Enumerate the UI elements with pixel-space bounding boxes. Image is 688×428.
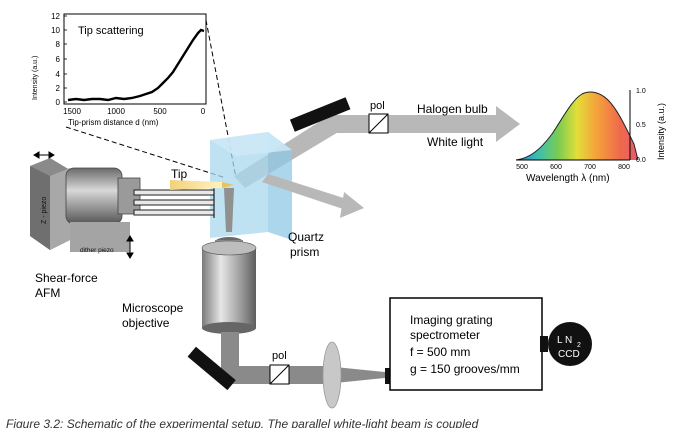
inset-y-tick: 2 [56, 84, 61, 93]
quartz-prism [210, 132, 292, 240]
microscope-label-1: Microscope [122, 301, 184, 315]
top-mirror [289, 97, 351, 132]
spectrum-x-tick: 800 [618, 164, 630, 171]
shear-force-label-2: AFM [35, 286, 60, 300]
pol-top-label: pol [370, 100, 385, 112]
figure-caption: Figure 3.2: Schematic of the experimenta… [6, 417, 479, 428]
spectrum-x-ticks: 500 600 700 800 [516, 164, 630, 171]
afm-head: Z - piezo dither piezo [30, 158, 234, 254]
spectrum-y-tick: 1.0 [636, 88, 646, 95]
microscope-label-2: objective [122, 316, 170, 330]
motion-arrows [33, 151, 134, 259]
bottom-mirror [187, 346, 236, 391]
inset-x-tick: 0 [201, 107, 206, 116]
ccd-detector: L N 2 CCD [540, 322, 592, 366]
inset-plot-curve [67, 28, 205, 102]
spectrometer-label-2: spectrometer [410, 328, 480, 342]
quartz-label-1: Quartz [288, 230, 324, 244]
detection-beam [221, 332, 385, 384]
spectrum-y-tick: 0.0 [636, 157, 646, 164]
inset-y-tick: 8 [56, 40, 61, 49]
focusing-lens [322, 341, 342, 409]
spectrum-x-tick: 700 [584, 164, 596, 171]
ccd-label: CCD [558, 349, 580, 360]
spectrometer-label-1: Imaging grating [410, 313, 493, 327]
spectrometer-box: Imaging grating spectrometer f = 500 mm … [389, 297, 543, 391]
spectrum-curve [515, 91, 639, 161]
spectrometer-slit [385, 368, 390, 384]
polarizer-top [368, 113, 389, 134]
tip-label: Tip [171, 167, 188, 181]
spectrum-ylabel: Intensity (a.u.) [656, 103, 666, 160]
inset-y-tick: 10 [51, 26, 60, 35]
microscope-objective [201, 237, 257, 334]
inset-plot-xlabel: Tip-prism distance d (nm) [68, 118, 159, 127]
spectrum-y-ticks: 0.0 0.5 1.0 [636, 88, 646, 164]
spectrum-xlabel: Wavelength λ (nm) [526, 173, 610, 184]
z-piezo-label: Z - piezo [41, 197, 48, 224]
scattered-light-cone [224, 188, 234, 232]
inset-x-tick: 1500 [63, 107, 81, 116]
spectrometer-label-4: g = 150 grooves/mm [410, 362, 520, 376]
dither-piezo-label: dither piezo [80, 247, 114, 254]
spectrometer-label-3: f = 500 mm [410, 345, 470, 359]
inset-y-tick: 6 [56, 55, 61, 64]
spectrum-y-tick: 0.5 [636, 122, 646, 129]
inset-plot-title: Tip scattering [78, 25, 144, 37]
tip [170, 180, 222, 190]
inset-plot: Tip scattering Intensity (a.u.) 0 2 4 6 … [32, 12, 207, 127]
inset-y-tick: 12 [51, 12, 60, 21]
transmitted-beam [262, 174, 364, 218]
quartz-label-2: prism [290, 245, 319, 259]
inset-plot-ylabel: Intensity (a.u.) [32, 56, 39, 100]
pol-bottom-label: pol [272, 350, 287, 362]
shear-force-label-1: Shear-force [35, 271, 98, 285]
spectrum-x-tick: 500 [516, 164, 528, 171]
inset-x-tick: 500 [153, 107, 167, 116]
inset-y-ticks: 0 2 4 6 8 10 12 [51, 12, 60, 107]
inset-x-tick: 1000 [107, 107, 125, 116]
ccd-ln-label: L N [557, 335, 572, 346]
spectrum-plot: 0.0 0.5 1.0 Intensity (a.u.) 500 600 700… [515, 88, 666, 184]
halogen-label: Halogen bulb [417, 102, 488, 116]
white-light-label: White light [427, 135, 484, 149]
spectrum-fill [516, 92, 638, 160]
spectrum-x-tick: 600 [550, 164, 562, 171]
inset-y-tick: 4 [56, 70, 61, 79]
inset-projection-lines [65, 19, 237, 179]
polarizer-bottom [269, 364, 290, 385]
inset-y-tick: 0 [56, 98, 61, 107]
inset-x-ticks: 1500 1000 500 0 [63, 107, 206, 116]
ccd-subscript: 2 [577, 342, 581, 349]
